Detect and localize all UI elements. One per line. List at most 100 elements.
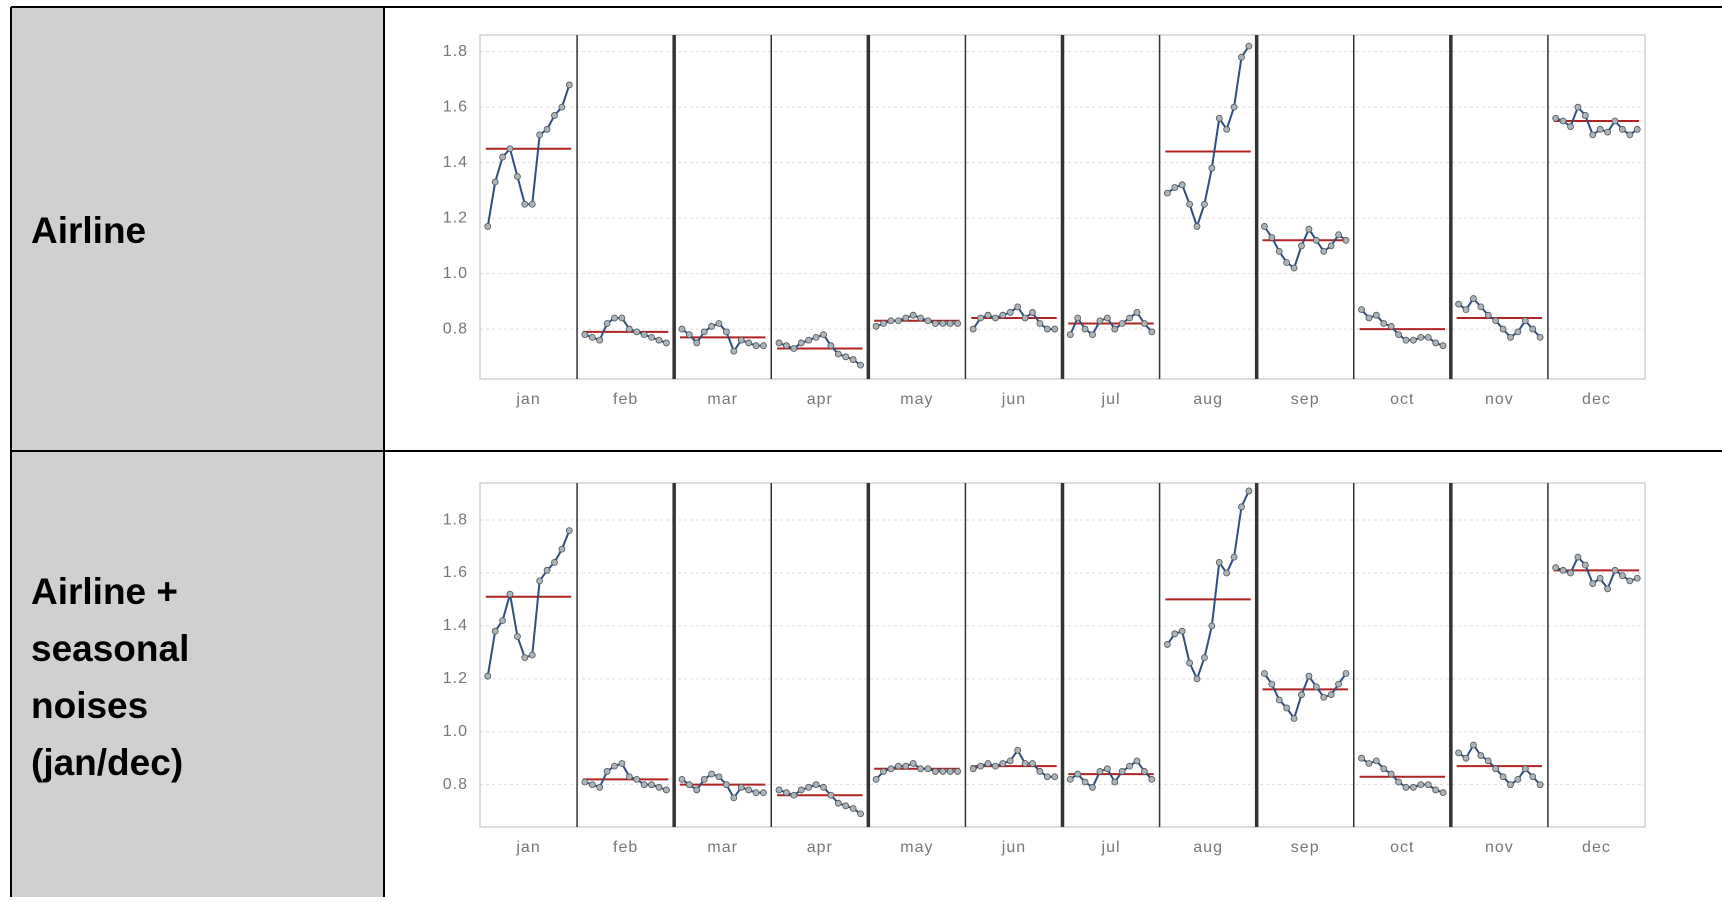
data-point	[581, 331, 589, 339]
data-point	[834, 799, 842, 807]
data-point	[775, 339, 783, 347]
data-point	[506, 590, 514, 598]
y-tick-label: 1.0	[443, 265, 468, 282]
data-point	[640, 331, 648, 339]
data-point	[1193, 675, 1201, 683]
data-point	[1477, 303, 1485, 311]
y-tick-label: 1.6	[443, 98, 468, 115]
trend-line	[1166, 490, 1250, 682]
data-point	[1111, 325, 1119, 333]
y-tick-label: 0.8	[443, 776, 468, 793]
data-point	[1275, 247, 1283, 255]
data-point	[1043, 773, 1051, 781]
data-point	[902, 762, 910, 770]
x-tick-label: apr	[807, 839, 833, 856]
data-point	[565, 527, 573, 535]
data-point	[1484, 757, 1492, 765]
data-point	[633, 328, 641, 336]
data-point	[1268, 680, 1276, 688]
data-point	[730, 347, 738, 355]
data-point	[581, 778, 589, 786]
data-point	[917, 314, 924, 322]
data-point	[1395, 331, 1402, 339]
data-point	[1118, 320, 1126, 327]
data-point	[543, 566, 551, 574]
data-point	[1514, 328, 1522, 336]
data-point	[1596, 125, 1604, 133]
data-point	[1552, 114, 1560, 122]
y-tick-label: 1.6	[443, 564, 468, 581]
data-point	[1633, 574, 1641, 582]
x-tick-label: oct	[1390, 839, 1414, 856]
data-point	[1021, 760, 1029, 767]
data-point	[1439, 342, 1447, 350]
data-point	[820, 331, 827, 339]
x-tick-label: aug	[1193, 839, 1223, 856]
data-point	[491, 178, 499, 186]
data-point	[1424, 781, 1432, 789]
data-point	[1417, 333, 1425, 341]
data-point	[1029, 760, 1036, 767]
data-point	[1499, 325, 1507, 333]
data-point	[924, 317, 932, 325]
data-point	[1215, 558, 1223, 566]
data-point	[1089, 783, 1096, 791]
data-point	[887, 765, 895, 773]
y-tick-label: 1.4	[443, 154, 468, 171]
data-point	[932, 768, 939, 775]
data-point	[1051, 325, 1059, 333]
row-label: noises	[31, 685, 148, 726]
data-point	[708, 322, 715, 330]
data-point	[999, 311, 1007, 319]
data-point	[1619, 125, 1626, 133]
data-point	[1141, 320, 1148, 327]
data-point	[1604, 128, 1611, 136]
data-point	[827, 342, 835, 350]
data-point	[1395, 778, 1402, 786]
data-point	[1365, 314, 1373, 322]
data-point	[902, 314, 910, 322]
x-tick-label: jan	[515, 839, 540, 856]
data-point	[551, 558, 558, 566]
data-point	[1230, 553, 1238, 561]
data-point	[1335, 231, 1342, 239]
data-point	[1036, 768, 1044, 775]
data-point	[954, 768, 962, 775]
data-point	[1163, 189, 1171, 197]
data-point	[909, 311, 917, 319]
data-point	[708, 770, 715, 778]
data-point	[1521, 765, 1529, 773]
data-point	[812, 781, 820, 789]
data-point	[745, 786, 753, 794]
data-point	[596, 336, 604, 344]
data-point	[1014, 746, 1022, 754]
data-point	[894, 762, 902, 770]
data-point	[1424, 333, 1432, 341]
data-point	[946, 320, 954, 327]
data-point	[1619, 572, 1626, 580]
data-point	[1021, 314, 1029, 322]
data-point	[1439, 789, 1447, 796]
data-point	[715, 773, 723, 781]
data-point	[849, 356, 857, 363]
data-point	[1066, 775, 1074, 783]
data-point	[1507, 781, 1514, 789]
data-point	[1387, 770, 1395, 778]
data-point	[954, 320, 962, 327]
data-point	[1298, 691, 1305, 699]
data-point	[1335, 680, 1342, 688]
data-point	[1245, 42, 1253, 50]
data-point	[1305, 225, 1313, 233]
data-point	[1387, 322, 1395, 330]
data-point	[1171, 184, 1179, 191]
data-point	[1103, 314, 1111, 322]
data-point	[1611, 566, 1619, 574]
data-point	[1552, 564, 1560, 572]
data-point	[528, 200, 536, 208]
data-point	[558, 103, 566, 111]
data-point	[1193, 223, 1201, 230]
data-point	[1089, 331, 1096, 339]
data-point	[1081, 325, 1089, 333]
data-point	[1283, 259, 1291, 266]
data-point	[693, 786, 701, 794]
